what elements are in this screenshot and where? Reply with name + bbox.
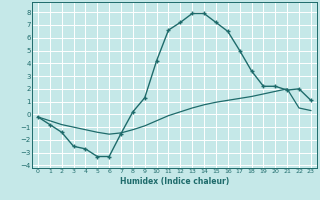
X-axis label: Humidex (Indice chaleur): Humidex (Indice chaleur) [120, 177, 229, 186]
